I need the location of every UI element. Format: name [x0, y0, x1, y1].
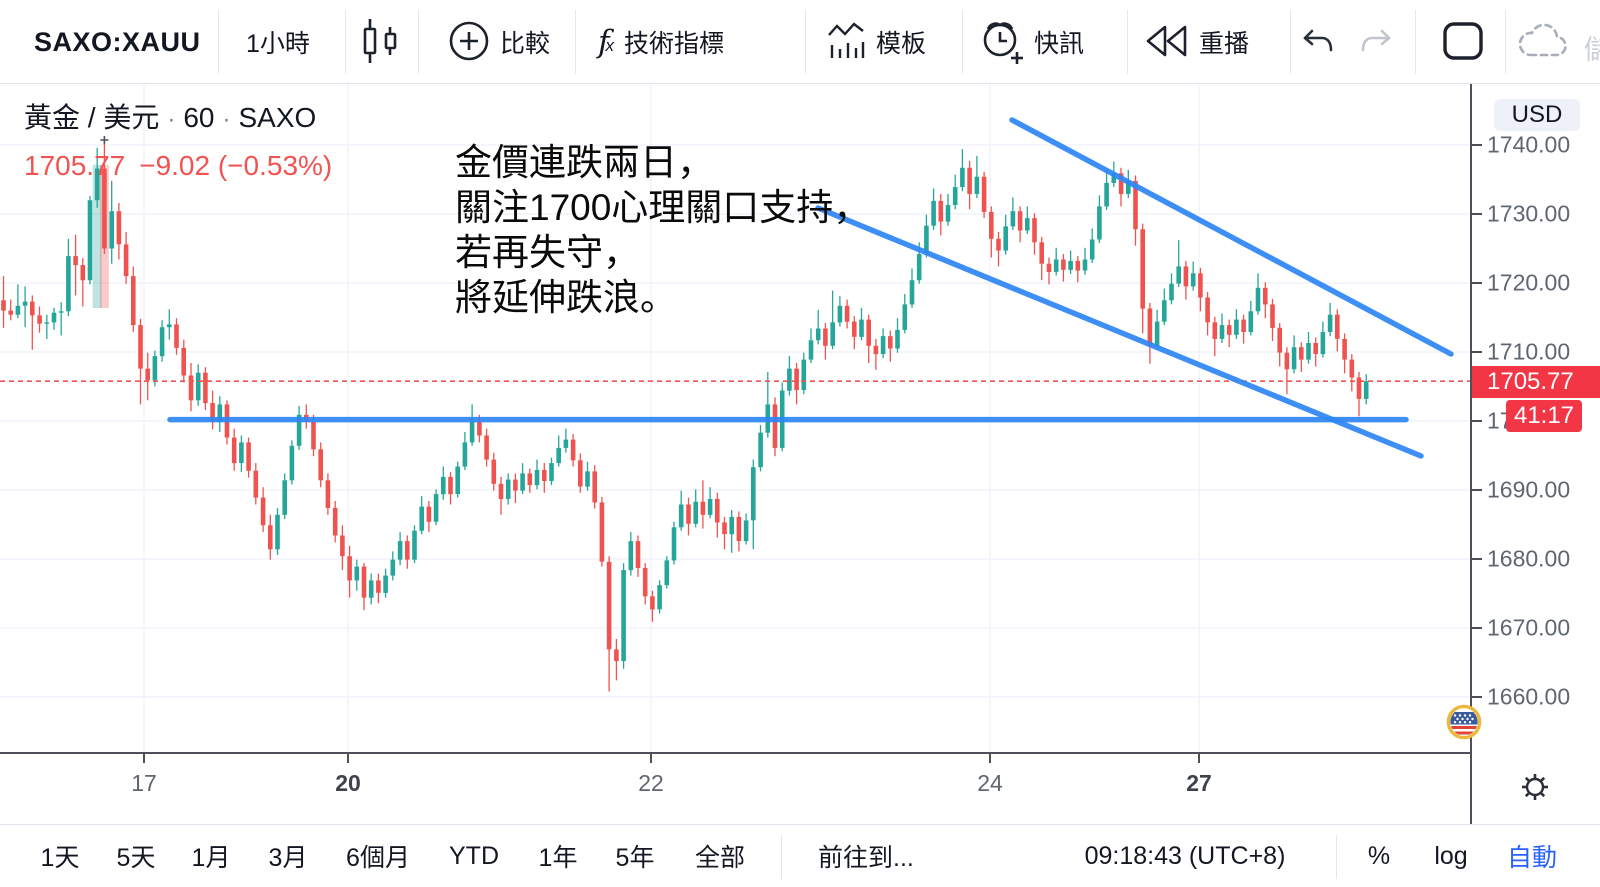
price-label: 1720.00	[1487, 269, 1571, 296]
time-label: 22	[638, 770, 664, 796]
symbol-flag-logo	[1446, 704, 1482, 745]
range-button-全部[interactable]: 全部	[695, 825, 745, 887]
goto-date-button[interactable]: 前往到...	[818, 825, 914, 887]
compare-plus-icon	[448, 20, 490, 65]
redo-icon	[1358, 26, 1394, 58]
time-tick	[1198, 754, 1200, 763]
rewind-icon	[1143, 24, 1189, 61]
price-label: 1690.00	[1487, 476, 1571, 503]
redo-button[interactable]	[1358, 0, 1394, 84]
toolbar-separator	[1336, 835, 1337, 879]
alerts-button[interactable]: 快訊	[978, 0, 1084, 84]
price-label: 1730.00	[1487, 200, 1571, 227]
interval-label: 1小時	[246, 30, 310, 58]
replay-label: 重播	[1199, 30, 1250, 58]
time-label: 27	[1186, 770, 1212, 796]
alerts-label: 快訊	[1034, 30, 1085, 58]
toolbar-separator	[418, 10, 419, 74]
time-label: 17	[131, 770, 157, 796]
price-label: 1740.00	[1487, 131, 1571, 158]
price-tick	[1471, 696, 1482, 698]
clock-button[interactable]: 09:18:43 (UTC+8)	[1085, 825, 1286, 887]
toolbar-separator	[1290, 10, 1291, 74]
top-toolbar: SAXO:XAUU 1小時 比較	[0, 0, 1600, 84]
bar-countdown-badge: 41:17	[1506, 400, 1582, 432]
time-label: 20	[335, 770, 361, 796]
toolbar-separator	[1505, 10, 1506, 74]
toolbar-separator	[781, 835, 782, 879]
chart-style-button[interactable]	[358, 0, 402, 84]
range-button-YTD[interactable]: YTD	[449, 825, 499, 887]
templates-label: 模板	[876, 30, 927, 58]
gear-icon	[1520, 774, 1550, 805]
symbol-label: SAXO:XAUU	[34, 26, 201, 57]
range-button-3月[interactable]: 3月	[269, 825, 308, 887]
toolbar-separator	[1127, 10, 1128, 74]
toolbar-separator	[345, 10, 346, 74]
toolbar-separator	[1415, 10, 1416, 74]
time-axis[interactable]: 17 20 22 24 27	[0, 752, 1600, 824]
price-tick	[1471, 282, 1482, 284]
price-tick	[1471, 213, 1482, 215]
price-tick	[1471, 627, 1482, 629]
time-tick	[143, 754, 145, 763]
compare-label: 比較	[500, 30, 551, 58]
toolbar-separator	[805, 10, 806, 74]
range-button-1年[interactable]: 1年	[539, 825, 578, 887]
price-tick	[1471, 489, 1482, 491]
templates-button[interactable]: 模板	[826, 0, 926, 84]
indicators-label: 技術指標	[623, 30, 724, 58]
range-button-1天[interactable]: 1天	[41, 825, 80, 887]
toolbar-separator	[575, 10, 576, 74]
log-scale-button[interactable]: log	[1434, 825, 1467, 887]
price-label: 1660.00	[1487, 683, 1571, 710]
price-tick	[1471, 558, 1482, 560]
price-label: 1680.00	[1487, 545, 1571, 572]
fullscreen-button[interactable]	[1441, 0, 1485, 84]
bottom-toolbar: 1天 5天 1月 3月 6個月 YTD 1年 5年 全部 前往到... 09:18:43 (UT…	[0, 824, 1600, 887]
time-tick	[347, 754, 349, 763]
toolbar-separator	[218, 10, 219, 74]
price-label: 1670.00	[1487, 614, 1571, 641]
time-tick	[989, 754, 991, 763]
interval-button[interactable]: 1小時	[246, 0, 310, 84]
square-icon	[1441, 21, 1485, 64]
cloud-icon	[1516, 19, 1574, 66]
candlestick-icon	[358, 15, 402, 70]
price-tick	[1471, 351, 1482, 353]
percent-scale-button[interactable]: %	[1368, 825, 1390, 887]
candlestick-chart[interactable]	[0, 84, 1471, 752]
save-label-partial: 儲	[1584, 35, 1600, 65]
compare-button[interactable]: 比較	[448, 0, 550, 84]
price-tick	[1471, 420, 1482, 422]
price-axis-border	[1470, 84, 1472, 824]
symbol-button[interactable]: SAXO:XAUU	[34, 0, 201, 84]
current-price-badge: 1705.77	[1471, 366, 1600, 398]
axis-settings-button[interactable]	[1520, 772, 1550, 805]
clock-label: 09:18:43 (UTC+8)	[1084, 841, 1286, 870]
range-button-5天[interactable]: 5天	[117, 825, 156, 887]
alarm-clock-icon	[978, 17, 1024, 68]
auto-scale-button[interactable]: 自動	[1507, 825, 1557, 887]
time-label: 24	[977, 770, 1003, 796]
range-button-5年[interactable]: 5年	[616, 825, 655, 887]
price-axis[interactable]: USD 1740.001730.001720.001710.001700.001…	[1471, 84, 1600, 824]
currency-label: USD	[1511, 101, 1563, 128]
currency-badge[interactable]: USD	[1494, 99, 1580, 131]
undo-icon	[1300, 26, 1336, 58]
replay-button[interactable]: 重播	[1143, 0, 1249, 84]
undo-button[interactable]	[1300, 0, 1336, 84]
range-button-6個月[interactable]: 6個月	[346, 825, 410, 887]
price-tick	[1471, 144, 1482, 146]
toolbar-separator	[962, 10, 963, 74]
range-button-1月[interactable]: 1月	[192, 825, 231, 887]
cloud-save-button[interactable]	[1516, 0, 1574, 84]
price-label: 1710.00	[1487, 338, 1571, 365]
time-tick	[650, 754, 652, 763]
template-chart-icon	[826, 21, 866, 64]
